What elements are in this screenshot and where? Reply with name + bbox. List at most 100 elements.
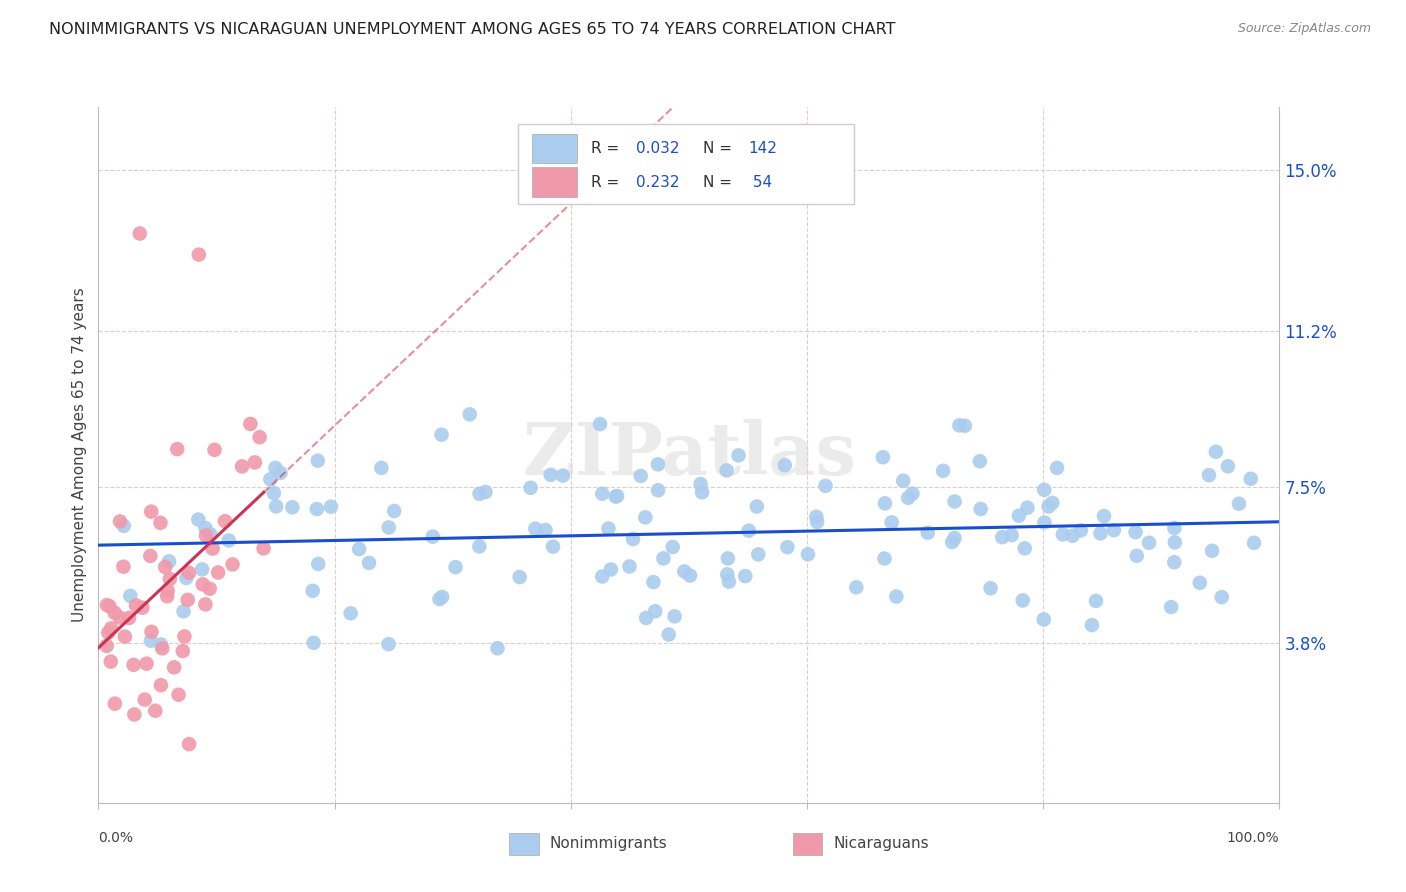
Point xyxy=(519,481,541,495)
Point xyxy=(264,500,287,514)
Point xyxy=(243,455,266,469)
Point xyxy=(149,516,172,530)
Point xyxy=(347,541,370,556)
Point xyxy=(191,562,214,576)
Point xyxy=(301,583,323,598)
Point xyxy=(194,598,217,612)
Point xyxy=(339,607,361,621)
Point xyxy=(991,530,1014,544)
Point xyxy=(370,461,392,475)
Point xyxy=(797,547,820,561)
Point xyxy=(143,704,166,718)
Point xyxy=(647,483,669,498)
FancyBboxPatch shape xyxy=(531,134,576,163)
Point xyxy=(201,541,224,556)
Text: 100.0%: 100.0% xyxy=(1227,830,1279,845)
Point xyxy=(468,487,491,501)
Point xyxy=(96,598,118,612)
Point xyxy=(486,641,509,656)
Point xyxy=(125,599,148,613)
Point xyxy=(172,644,194,658)
Point xyxy=(377,520,399,534)
Point xyxy=(1205,444,1227,458)
Point xyxy=(166,442,188,456)
Point xyxy=(150,641,173,656)
Point xyxy=(150,637,173,651)
Point xyxy=(873,551,896,566)
Text: 142: 142 xyxy=(748,141,778,156)
Point xyxy=(717,574,740,589)
Point xyxy=(1164,535,1187,549)
Point xyxy=(1017,500,1039,515)
Point xyxy=(690,485,713,500)
Point xyxy=(218,533,240,548)
Point xyxy=(307,557,329,571)
Point xyxy=(932,464,955,478)
Point xyxy=(1243,536,1265,550)
Point xyxy=(319,500,342,514)
Point xyxy=(458,408,481,422)
Point xyxy=(1092,509,1115,524)
Point xyxy=(468,540,491,554)
Point xyxy=(1052,527,1074,541)
Point xyxy=(281,500,304,515)
Point xyxy=(872,450,894,465)
Point xyxy=(118,611,141,625)
Point xyxy=(658,627,681,641)
Point xyxy=(806,509,828,524)
Point xyxy=(652,551,675,566)
Point xyxy=(104,606,127,620)
Point xyxy=(1033,516,1056,530)
Y-axis label: Unemployment Among Ages 65 to 74 years: Unemployment Among Ages 65 to 74 years xyxy=(72,287,87,623)
Point xyxy=(177,592,200,607)
Point xyxy=(591,569,613,583)
Point xyxy=(474,484,496,499)
Point xyxy=(773,458,796,473)
Point xyxy=(917,525,939,540)
Point xyxy=(886,590,908,604)
Point xyxy=(163,660,186,674)
Point xyxy=(112,559,135,574)
Point xyxy=(589,417,612,431)
Point xyxy=(139,633,162,648)
Point xyxy=(541,540,564,554)
Point xyxy=(1216,459,1239,474)
Point xyxy=(259,472,281,486)
Point xyxy=(120,589,142,603)
Point xyxy=(231,459,253,474)
Point xyxy=(249,430,271,444)
Point xyxy=(941,535,963,549)
Point xyxy=(621,532,644,546)
Point xyxy=(969,502,991,516)
Point xyxy=(634,510,657,524)
FancyBboxPatch shape xyxy=(531,168,576,196)
Point xyxy=(200,527,222,541)
Point xyxy=(1011,593,1033,607)
Point xyxy=(124,707,146,722)
Text: 54: 54 xyxy=(748,175,772,189)
Point xyxy=(551,468,574,483)
Point xyxy=(1008,508,1031,523)
Text: Source: ZipAtlas.com: Source: ZipAtlas.com xyxy=(1237,22,1371,36)
Point xyxy=(263,486,285,500)
Point xyxy=(897,491,920,505)
Point xyxy=(673,565,696,579)
Point xyxy=(845,580,868,594)
Point xyxy=(738,524,761,538)
Point xyxy=(509,570,531,584)
Text: ZIPatlas: ZIPatlas xyxy=(522,419,856,491)
Point xyxy=(108,515,131,529)
Text: N =: N = xyxy=(703,175,737,189)
Text: R =: R = xyxy=(591,175,624,189)
Point xyxy=(187,512,209,526)
Point xyxy=(1032,612,1054,626)
Text: 0.0%: 0.0% xyxy=(98,830,134,845)
Point xyxy=(717,551,740,566)
Point xyxy=(177,566,200,580)
Point xyxy=(422,530,444,544)
Point xyxy=(1033,483,1056,497)
Point xyxy=(1227,497,1250,511)
Point xyxy=(891,474,914,488)
Point xyxy=(630,469,652,483)
Point xyxy=(100,655,122,669)
